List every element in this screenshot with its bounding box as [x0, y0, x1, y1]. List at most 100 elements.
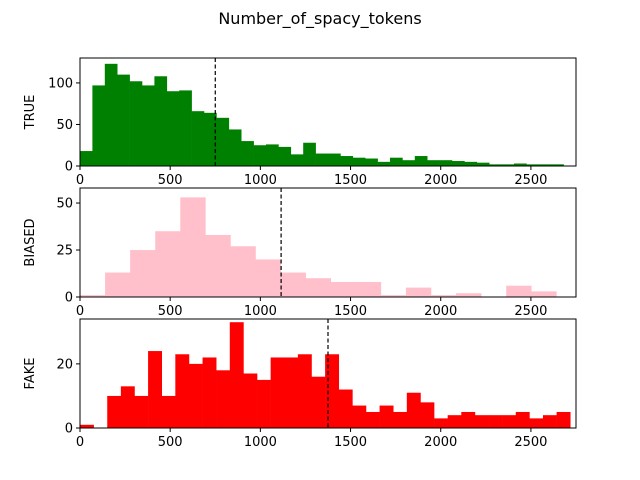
histogram-bar [531, 291, 557, 297]
x-tick-label: 2000 [424, 435, 457, 450]
histogram-bar [538, 164, 552, 166]
y-axis-label-true: TRUE [23, 95, 38, 131]
histogram-bar [142, 85, 155, 166]
histogram-bar [205, 234, 231, 297]
bars-fake [80, 322, 571, 428]
histogram-bar [290, 154, 304, 166]
histogram-bar [278, 146, 292, 166]
histogram-bar [120, 386, 135, 428]
x-tick-label: 500 [158, 304, 183, 319]
histogram-bar [229, 322, 244, 428]
histogram-bar [340, 156, 354, 166]
histogram-bar [161, 395, 176, 428]
x-tick-label: 2500 [514, 304, 547, 319]
figure-title: Number_of_spacy_tokens [218, 9, 421, 29]
histogram-bar [427, 160, 440, 166]
x-tick-label: 1500 [334, 304, 367, 319]
panel-fake: 0 500 1000 1500 2000 2500 0 20 FAKE [23, 318, 577, 450]
histogram-bar [456, 293, 482, 297]
histogram-bar [461, 411, 476, 428]
histogram-bar [257, 379, 271, 428]
histogram-bar [447, 415, 462, 428]
histogram-bar [501, 164, 515, 166]
histogram-bar [393, 411, 408, 428]
histogram-bar [464, 161, 478, 166]
histogram-bar [379, 405, 394, 428]
histogram-bar [474, 415, 489, 428]
x-tick-label: 1000 [244, 173, 277, 188]
x-tick-label: 1000 [244, 435, 277, 450]
histogram-bar [305, 278, 332, 297]
x-tick-label: 1500 [334, 173, 367, 188]
y-tick-label: 100 [48, 76, 73, 91]
histogram-bar [390, 157, 403, 166]
histogram-bar [80, 295, 106, 297]
histogram-bar [179, 90, 192, 166]
bars-biased [80, 197, 557, 297]
x-tick-label: 2000 [424, 304, 457, 319]
x-tick-label: 0 [76, 173, 84, 188]
y-axis-label-fake: FAKE [23, 358, 38, 390]
y-tick-label: 20 [56, 357, 73, 372]
histogram-bar [180, 197, 206, 297]
histogram-bar [352, 157, 366, 166]
histogram-bar [526, 164, 540, 166]
x-tick-label: 2500 [514, 173, 547, 188]
histogram-bar [188, 363, 203, 428]
histogram-bar [405, 287, 432, 297]
histogram-bar [80, 424, 94, 428]
histogram-bar [377, 161, 391, 166]
x-tick-label: 500 [158, 435, 183, 450]
histogram-bar [107, 395, 122, 428]
x-tick-label: 2500 [514, 435, 547, 450]
y-tick-label: 0 [65, 422, 73, 437]
histogram-bar [92, 85, 106, 166]
histogram-bar [355, 281, 382, 297]
histogram-bar [216, 117, 230, 166]
histogram-bar [556, 411, 571, 428]
x-tick-label: 1500 [334, 435, 367, 450]
histogram-bar [303, 142, 316, 166]
histogram-bar [280, 272, 306, 297]
histogram-bar [338, 389, 353, 428]
histogram-bar [253, 145, 267, 166]
histogram-bar [515, 411, 530, 428]
histogram-bar [430, 295, 457, 297]
histogram-bar [434, 418, 448, 428]
histogram-bar [488, 415, 503, 428]
x-tick-label: 0 [76, 304, 84, 319]
histogram-bar [284, 357, 299, 428]
x-tick-label: 1000 [244, 304, 277, 319]
histogram-bar [315, 153, 329, 166]
axes-frame-true [79, 57, 577, 167]
histogram-bar [420, 402, 435, 428]
y-tick-label: 0 [65, 160, 73, 175]
histogram-bar [506, 285, 532, 297]
histogram-bar [228, 129, 242, 166]
histogram-bar [154, 76, 168, 166]
histogram-bar [439, 160, 453, 166]
histogram-bar [402, 160, 416, 166]
histogram-bar [551, 164, 564, 166]
histogram-bar [476, 162, 490, 166]
histogram-bar [330, 281, 357, 297]
histogram-bar [204, 112, 217, 166]
histogram-bar [104, 63, 118, 166]
histogram-bar [297, 354, 312, 428]
histogram-bar [105, 272, 131, 297]
histogram-bar [502, 415, 517, 428]
y-tick-label: 25 [56, 244, 73, 259]
histogram-bar [255, 259, 281, 297]
y-tick-label: 50 [56, 118, 73, 133]
histogram-bar [134, 395, 149, 428]
y-tick-label: 50 [56, 197, 73, 212]
axes-frame-fake [79, 318, 577, 429]
histogram-bar [175, 354, 190, 428]
histogram-bar [328, 153, 341, 166]
histogram-bar [243, 373, 258, 428]
histogram-bar [117, 74, 130, 166]
histogram-bar [191, 111, 205, 166]
histogram-bar [365, 158, 378, 166]
histogram-bar [230, 246, 256, 297]
